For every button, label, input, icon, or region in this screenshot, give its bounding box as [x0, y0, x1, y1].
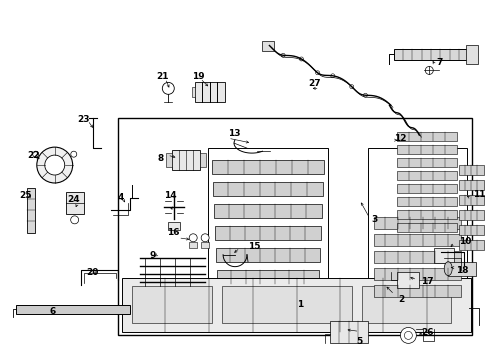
Text: 5: 5: [356, 337, 363, 346]
Text: 25: 25: [20, 192, 32, 201]
Text: 21: 21: [156, 72, 169, 81]
Text: 3: 3: [371, 215, 378, 224]
Circle shape: [404, 332, 413, 339]
Bar: [373, 234, 461, 246]
Circle shape: [45, 155, 65, 175]
Bar: [448, 262, 476, 276]
Circle shape: [33, 151, 39, 157]
Bar: [397, 132, 457, 141]
Bar: [397, 184, 457, 193]
Bar: [213, 182, 323, 196]
Bar: [373, 217, 461, 229]
Bar: [368, 148, 467, 312]
Bar: [373, 251, 461, 263]
Text: 7: 7: [436, 58, 442, 67]
Bar: [373, 285, 461, 297]
Bar: [119, 118, 472, 336]
Bar: [434, 248, 454, 263]
Bar: [132, 285, 212, 323]
Text: 12: 12: [394, 134, 407, 143]
Text: 16: 16: [167, 228, 180, 237]
Bar: [189, 242, 197, 248]
Bar: [394, 49, 469, 60]
Text: 23: 23: [77, 115, 90, 124]
Circle shape: [331, 74, 335, 78]
Circle shape: [364, 93, 368, 97]
Bar: [397, 158, 457, 167]
Bar: [262, 41, 274, 50]
Bar: [397, 197, 457, 206]
Text: 15: 15: [248, 242, 261, 251]
Bar: [208, 148, 328, 293]
Text: 13: 13: [228, 129, 241, 138]
Bar: [200, 153, 206, 167]
Bar: [459, 165, 484, 175]
Text: 24: 24: [67, 195, 80, 204]
Text: 17: 17: [421, 277, 434, 286]
Circle shape: [71, 216, 78, 224]
Bar: [216, 248, 319, 262]
Text: 20: 20: [86, 268, 99, 277]
Bar: [397, 210, 457, 219]
Bar: [214, 204, 322, 218]
Circle shape: [37, 147, 73, 183]
Bar: [397, 272, 419, 288]
Text: 18: 18: [456, 266, 468, 275]
Ellipse shape: [444, 262, 452, 276]
Bar: [192, 87, 195, 97]
Circle shape: [281, 53, 285, 57]
Bar: [466, 45, 478, 64]
Bar: [459, 240, 484, 250]
Bar: [397, 145, 457, 154]
Text: 26: 26: [421, 328, 434, 337]
Bar: [122, 278, 471, 332]
Bar: [168, 222, 180, 230]
Bar: [217, 270, 318, 284]
Circle shape: [201, 234, 209, 242]
Bar: [66, 192, 84, 214]
Bar: [16, 305, 130, 315]
Text: 8: 8: [157, 154, 163, 163]
Bar: [373, 268, 461, 280]
Text: 27: 27: [308, 79, 320, 88]
Circle shape: [316, 71, 319, 75]
Bar: [166, 153, 172, 167]
Text: 2: 2: [398, 294, 405, 303]
Text: 14: 14: [164, 191, 176, 200]
Text: 22: 22: [27, 150, 40, 159]
Circle shape: [71, 151, 77, 157]
Text: 19: 19: [192, 72, 204, 81]
Bar: [215, 226, 321, 240]
Bar: [459, 225, 484, 235]
Bar: [172, 150, 200, 170]
Circle shape: [299, 57, 303, 61]
Bar: [27, 188, 35, 233]
Text: 11: 11: [473, 190, 486, 199]
Bar: [459, 180, 484, 190]
Bar: [459, 210, 484, 220]
Circle shape: [162, 82, 174, 94]
Text: 6: 6: [49, 306, 56, 315]
Circle shape: [189, 234, 197, 242]
Bar: [397, 223, 457, 232]
Bar: [459, 195, 484, 205]
Bar: [201, 242, 209, 248]
Bar: [362, 285, 451, 323]
Text: 10: 10: [459, 237, 471, 246]
Bar: [330, 321, 368, 343]
Circle shape: [425, 67, 433, 75]
Bar: [222, 285, 352, 323]
Text: 4: 4: [117, 193, 123, 202]
Text: 9: 9: [149, 251, 155, 260]
Circle shape: [400, 328, 416, 343]
Bar: [397, 171, 457, 180]
Circle shape: [350, 85, 354, 89]
Bar: [195, 82, 225, 102]
Text: 1: 1: [296, 300, 303, 309]
Bar: [212, 160, 324, 174]
